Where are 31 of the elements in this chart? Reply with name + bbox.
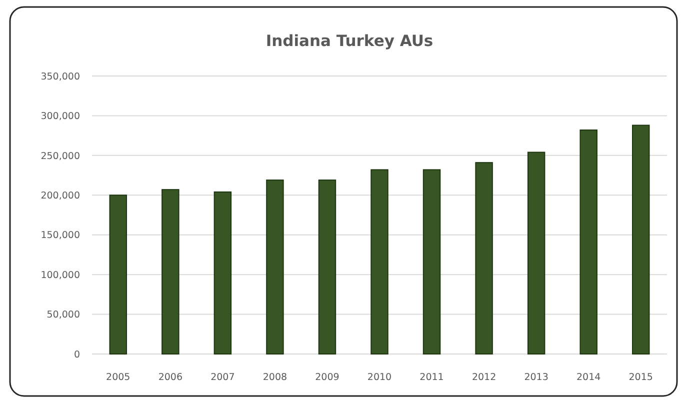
bar: [214, 191, 232, 354]
y-tick-label: 250,000: [40, 150, 80, 162]
x-tick-label: 2013: [524, 372, 548, 383]
y-tick-label: 200,000: [40, 190, 80, 202]
bar: [580, 130, 598, 354]
x-tick-label: 2008: [262, 372, 288, 383]
x-tick-label: 2014: [576, 372, 601, 383]
y-tick-label: 150,000: [40, 230, 80, 242]
y-tick-label: 0: [74, 349, 80, 360]
bar: [162, 189, 180, 354]
chart-title: Indiana Turkey AUs: [266, 32, 434, 50]
bar: [318, 180, 336, 354]
bar: [632, 124, 650, 354]
x-tick-label: 2010: [367, 372, 392, 383]
bar: [475, 162, 493, 354]
y-tick-label: 100,000: [40, 270, 80, 281]
x-tick-label: 2012: [472, 372, 496, 383]
x-tick-label: 2011: [420, 372, 444, 383]
x-tick-label: 2007: [210, 372, 235, 383]
bar: [422, 169, 441, 354]
y-tick-label: 50,000: [46, 310, 80, 321]
bar: [109, 194, 127, 354]
x-tick-label: 2015: [628, 372, 653, 383]
x-tick-label: 2009: [315, 372, 340, 383]
bar: [527, 152, 546, 354]
y-tick-label: 300,000: [40, 111, 80, 122]
x-tick-label: 2005: [106, 372, 130, 383]
bar: [266, 180, 284, 354]
y-tick-label: 350,000: [40, 71, 80, 82]
bar: [370, 169, 388, 354]
x-tick-label: 2006: [158, 372, 183, 383]
